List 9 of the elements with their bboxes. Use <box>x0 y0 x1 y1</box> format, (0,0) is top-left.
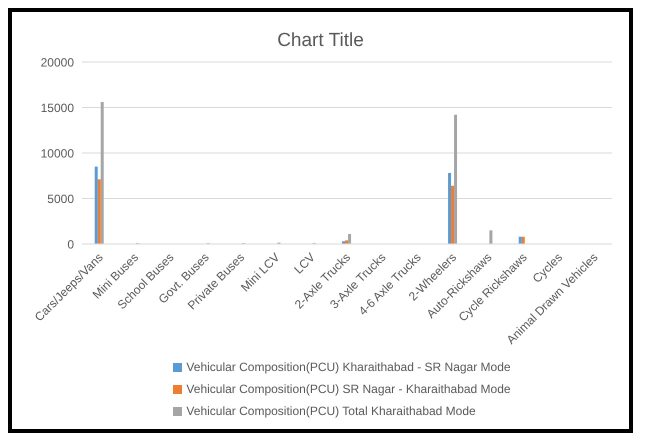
chart-title: Chart Title <box>276 30 365 52</box>
y-tick-label: 10000 <box>40 146 74 160</box>
y-tick-label: 15000 <box>40 100 74 115</box>
legend-label: Vehicular Composition(PCU) Total Kharaithabad Mode <box>186 404 476 418</box>
legend-label: Vehicular Composition(PCU) SR Nagar - Kharaithabad Mode <box>186 382 511 396</box>
y-tick-label: 20000 <box>40 55 74 70</box>
y-tick-label: 0 <box>67 237 74 252</box>
legend-label: Vehicular Composition(PCU) Kharaithabad - SR Nagar Mode <box>186 360 511 374</box>
y-tick-label: 5000 <box>47 192 74 206</box>
